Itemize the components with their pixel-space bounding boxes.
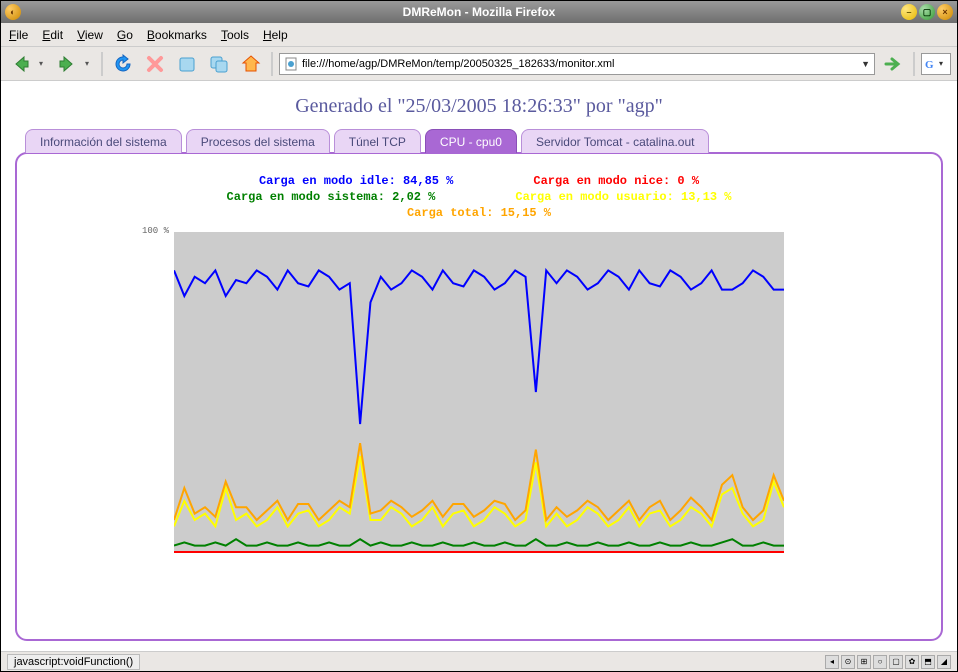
back-button[interactable] — [7, 50, 35, 78]
google-icon: G — [925, 58, 937, 70]
maximize-button[interactable]: ▢ — [919, 4, 935, 20]
go-button[interactable] — [879, 50, 907, 78]
legend-usuario: Carga en modo usuario: 13,13 % — [515, 190, 731, 204]
separator — [913, 52, 915, 76]
home-icon — [241, 54, 261, 74]
separator — [101, 52, 103, 76]
go-icon — [883, 54, 903, 74]
reload-button[interactable] — [109, 50, 137, 78]
menubar: File Edit View Go Bookmarks Tools Help — [1, 23, 957, 47]
forward-dropdown[interactable]: ▾ — [85, 59, 95, 68]
tab-cpu-cpu0[interactable]: CPU - cpu0 — [425, 129, 517, 153]
tab-servidor-tomcat-catalina-out[interactable]: Servidor Tomcat - catalina.out — [521, 129, 710, 153]
tab-procesos-del-sistema[interactable]: Procesos del sistema — [186, 129, 330, 153]
legend-nice: Carga en modo nice: 0 % — [533, 174, 699, 188]
tab-informaci-n-del-sistema[interactable]: Información del sistema — [25, 129, 182, 153]
tab-t-nel-tcp[interactable]: Túnel TCP — [334, 129, 421, 153]
stop-button[interactable] — [141, 50, 169, 78]
separator — [271, 52, 273, 76]
status-icon[interactable]: ◂ — [825, 655, 839, 669]
status-icon[interactable]: ⊞ — [857, 655, 871, 669]
status-icon[interactable]: ◢ — [937, 655, 951, 669]
menu-go[interactable]: Go — [117, 28, 133, 42]
minimize-button[interactable]: – — [901, 4, 917, 20]
status-icon[interactable]: ⬒ — [921, 655, 935, 669]
url-dropdown[interactable]: ▼ — [861, 59, 870, 69]
home-button[interactable] — [237, 50, 265, 78]
url-input[interactable] — [302, 58, 857, 70]
newtab-button[interactable] — [173, 50, 201, 78]
stop-icon — [145, 54, 165, 74]
window-title: DMReMon - Mozilla Firefox — [403, 5, 556, 19]
chart-container: Carga en modo idle: 84,85 % Carga en modo… — [174, 174, 784, 562]
menu-file[interactable]: File — [9, 28, 28, 42]
windows-icon — [209, 54, 229, 74]
statusbar: javascript:voidFunction() ◂ ⊙ ⊞ ○ ▢ ✿ ⬒ … — [1, 651, 957, 671]
status-text: javascript:voidFunction() — [7, 654, 140, 670]
forward-icon — [56, 53, 78, 75]
page-content: Generado el "25/03/2005 18:26:33" por "a… — [1, 81, 957, 651]
tab-icon — [177, 54, 197, 74]
menu-edit[interactable]: Edit — [42, 28, 63, 42]
status-icon[interactable]: ○ — [873, 655, 887, 669]
newwindow-button[interactable] — [205, 50, 233, 78]
status-icon[interactable]: ⊙ — [841, 655, 855, 669]
search-box[interactable]: G ▾ — [921, 53, 951, 75]
toolbar: ▾ ▾ ▼ G ▾ — [1, 47, 957, 81]
menu-bookmarks[interactable]: Bookmarks — [147, 28, 207, 42]
chart-legend: Carga en modo idle: 84,85 % Carga en modo… — [174, 174, 784, 220]
cpu-chart — [174, 222, 784, 562]
tab-strip: Información del sistemaProcesos del sist… — [1, 128, 957, 152]
reload-icon — [113, 54, 133, 74]
close-button[interactable]: × — [937, 4, 953, 20]
status-icon[interactable]: ▢ — [889, 655, 903, 669]
y-axis-label: 100 % — [142, 226, 169, 236]
menu-view[interactable]: View — [77, 28, 103, 42]
legend-total: Carga total: 15,15 % — [407, 206, 551, 220]
menu-help[interactable]: Help — [263, 28, 288, 42]
tab-panel: Carga en modo idle: 84,85 % Carga en modo… — [15, 152, 943, 641]
back-dropdown[interactable]: ▾ — [39, 59, 49, 68]
address-bar: ▼ — [279, 53, 875, 75]
search-dropdown[interactable]: ▾ — [939, 59, 943, 68]
page-title: Generado el "25/03/2005 18:26:33" por "a… — [1, 81, 957, 128]
window-menu-button[interactable]: ◐ — [5, 4, 21, 20]
back-icon — [10, 53, 32, 75]
svg-text:G: G — [925, 59, 934, 70]
legend-idle: Carga en modo idle: 84,85 % — [259, 174, 453, 188]
menu-tools[interactable]: Tools — [221, 28, 249, 42]
page-icon — [284, 57, 298, 71]
window-titlebar: ◐ DMReMon - Mozilla Firefox – ▢ × — [1, 1, 957, 23]
legend-sistema: Carga en modo sistema: 2,02 % — [227, 190, 436, 204]
status-icon[interactable]: ✿ — [905, 655, 919, 669]
forward-button[interactable] — [53, 50, 81, 78]
